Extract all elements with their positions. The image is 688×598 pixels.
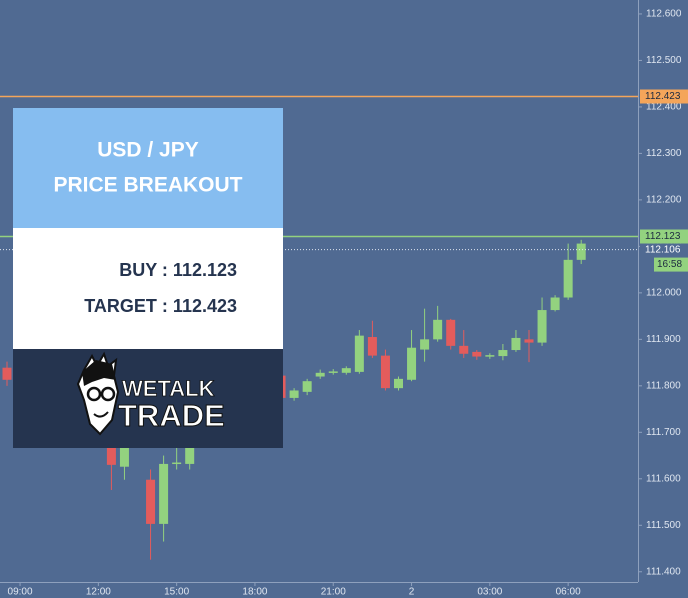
logo-top: WETALK — [122, 376, 215, 401]
x-tick-label: 03:00 — [477, 587, 502, 598]
candle-body — [524, 339, 534, 343]
candle-body — [550, 297, 560, 311]
x-tick-label: 09:00 — [8, 587, 33, 598]
y-tick-label: 112.200 — [646, 195, 682, 206]
candle-body — [289, 390, 299, 398]
target-text: TARGET : 112.423 — [84, 296, 237, 316]
candle-body — [106, 441, 116, 465]
price-level-label: 112.123 — [645, 231, 681, 242]
y-tick-label: 112.600 — [646, 9, 682, 20]
logo-bottom: TRADE — [118, 398, 225, 433]
y-tick-label: 112.400 — [646, 102, 682, 113]
countdown-label: 16:58 — [657, 259, 682, 270]
candle-body — [367, 337, 377, 356]
panel-body — [13, 228, 283, 349]
candle-body — [446, 319, 456, 346]
y-tick-label: 112.500 — [646, 55, 682, 66]
candle-body — [328, 371, 338, 373]
candle-body — [420, 339, 430, 350]
candle-body — [498, 350, 508, 357]
y-tick-label: 112.000 — [646, 288, 682, 299]
y-tick-label: 111.400 — [646, 566, 681, 577]
candle-body — [146, 479, 156, 524]
candle-body — [119, 441, 129, 467]
price-level-label: 112.423 — [645, 91, 681, 102]
x-tick-label: 2 — [409, 587, 415, 598]
x-tick-label: 18:00 — [242, 587, 267, 598]
candle-body — [563, 259, 573, 298]
last-price-tag — [640, 243, 688, 257]
x-tick-label: 15:00 — [164, 587, 189, 598]
candle-body — [459, 345, 469, 354]
countdown-tag — [654, 257, 688, 272]
candle-body — [315, 372, 325, 377]
panel-title: USD / JPY — [97, 139, 199, 162]
candle-body — [185, 446, 195, 464]
candle-body — [433, 319, 443, 340]
candle-body — [159, 463, 169, 524]
buy-text: BUY : 112.123 — [119, 260, 237, 280]
candle-body — [380, 355, 390, 389]
plot-area — [2, 239, 586, 560]
candle-body — [407, 347, 417, 380]
panel-header — [13, 108, 283, 228]
overlay-panel: USD / JPY PRICE BREAKOUT BUY : 112.123 T… — [13, 108, 283, 448]
candle-body — [302, 381, 312, 392]
y-tick-label: 111.800 — [646, 380, 681, 391]
price-level-tag — [640, 89, 688, 104]
x-tick-label: 12:00 — [86, 587, 111, 598]
y-tick-label: 111.500 — [646, 520, 681, 531]
candle-body — [2, 367, 12, 380]
y-tick-label: 111.600 — [646, 473, 681, 484]
candle-body — [576, 243, 586, 260]
logo-icon — [76, 351, 120, 436]
candle-body — [354, 335, 364, 372]
panel-subtitle: PRICE BREAKOUT — [53, 174, 242, 197]
candle-body — [172, 462, 182, 465]
candle-body — [537, 310, 547, 343]
candle-body — [341, 368, 351, 373]
x-tick-label: 06:00 — [556, 587, 581, 598]
y-tick-label: 111.900 — [646, 334, 681, 345]
y-tick-label: 112.300 — [646, 148, 682, 159]
candle-body — [485, 355, 495, 357]
y-tick-label: 111.700 — [646, 427, 681, 438]
candle-body — [472, 351, 482, 357]
panel-footer — [13, 349, 283, 448]
last-price-label: 112.106 — [645, 245, 681, 256]
candle-body — [394, 378, 403, 389]
price-level-tag — [640, 229, 688, 244]
candle-body — [511, 337, 521, 351]
x-tick-label: 21:00 — [321, 587, 346, 598]
